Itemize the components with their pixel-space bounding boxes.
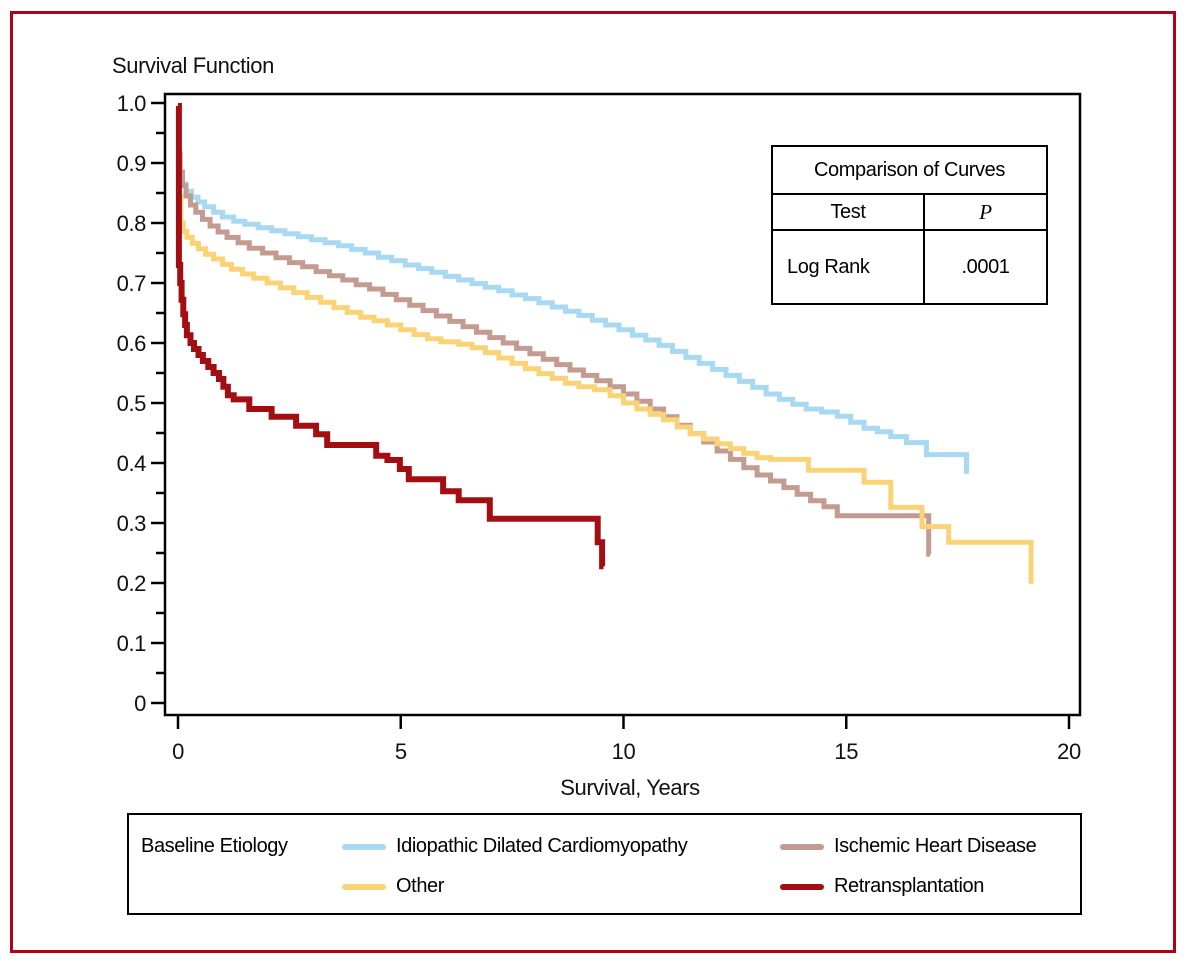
y-tick-label: 0.5 xyxy=(117,391,147,416)
comparison-table-title: Comparison of Curves xyxy=(773,147,1046,195)
legend-label: Other xyxy=(396,875,445,897)
x-tick-label: 5 xyxy=(395,739,407,764)
test-name-cell: Log Rank xyxy=(773,231,925,303)
y-tick-label: 0.4 xyxy=(117,451,147,476)
x-axis-title: Survival, Years xyxy=(560,775,700,800)
y-tick-label: 0.9 xyxy=(117,151,147,176)
test-column-header: Test xyxy=(773,195,925,229)
y-tick-label: 0 xyxy=(134,691,146,716)
curve-retransplantation xyxy=(175,103,606,570)
x-tick-label: 15 xyxy=(834,739,858,764)
legend-label: Ischemic Heart Disease xyxy=(834,835,1037,857)
p-column-header: P xyxy=(979,199,992,224)
legend-entry-retransplantation: Retransplantation xyxy=(780,875,984,898)
y-tick-label: 0.2 xyxy=(117,571,147,596)
y-tick-label: 0.1 xyxy=(117,631,147,656)
y-tick-label: 0.3 xyxy=(117,511,147,536)
comparison-table-data-row: Log Rank .0001 xyxy=(773,231,1046,303)
legend-entry-ischemic-heart-disease: Ischemic Heart Disease xyxy=(780,835,1037,858)
curve-other xyxy=(178,193,1034,584)
legend-label: Retransplantation xyxy=(834,875,984,897)
idiopathic-dilated-cardiomyopathy-swatch xyxy=(342,843,386,850)
y-tick-label: 0.7 xyxy=(117,271,147,296)
y-tick-label: 0.8 xyxy=(117,211,147,236)
y-tick-label: 0.6 xyxy=(117,331,147,356)
survival-plot: 1.0 0.9 0.8 0.7 0.6 0.5 0.4 0.3 0.2 0.1 0 0 5 10 15 20 S… xyxy=(117,91,1082,800)
p-value-cell: .0001 xyxy=(961,255,1010,278)
curve-ischemic-heart-disease xyxy=(177,151,932,557)
ischemic-heart-disease-swatch xyxy=(780,843,824,850)
legend-label: Idiopathic Dilated Cardiomyopathy xyxy=(396,835,688,857)
legend: Baseline Etiology Idiopathic Dilated Car… xyxy=(127,813,1082,915)
comparison-table-header-row: Test P xyxy=(773,195,1046,231)
plot-title: Survival Function xyxy=(112,53,274,78)
legend-entry-other: Other xyxy=(342,875,444,898)
other-swatch xyxy=(342,883,386,890)
curve-idiopathic-dilated-cardiomyopathy xyxy=(178,172,969,474)
x-tick-label: 10 xyxy=(612,739,636,764)
comparison-table: Comparison of Curves Test P Log Rank .00… xyxy=(771,145,1048,305)
legend-title: Baseline Etiology xyxy=(141,835,288,857)
y-tick-label: 1.0 xyxy=(117,91,147,116)
retransplantation-swatch xyxy=(780,883,824,890)
x-tick-label: 0 xyxy=(172,739,184,764)
legend-entry-idiopathic-dilated-cardiomyopathy: Idiopathic Dilated Cardiomyopathy xyxy=(342,835,688,858)
x-tick-label: 20 xyxy=(1057,739,1081,764)
